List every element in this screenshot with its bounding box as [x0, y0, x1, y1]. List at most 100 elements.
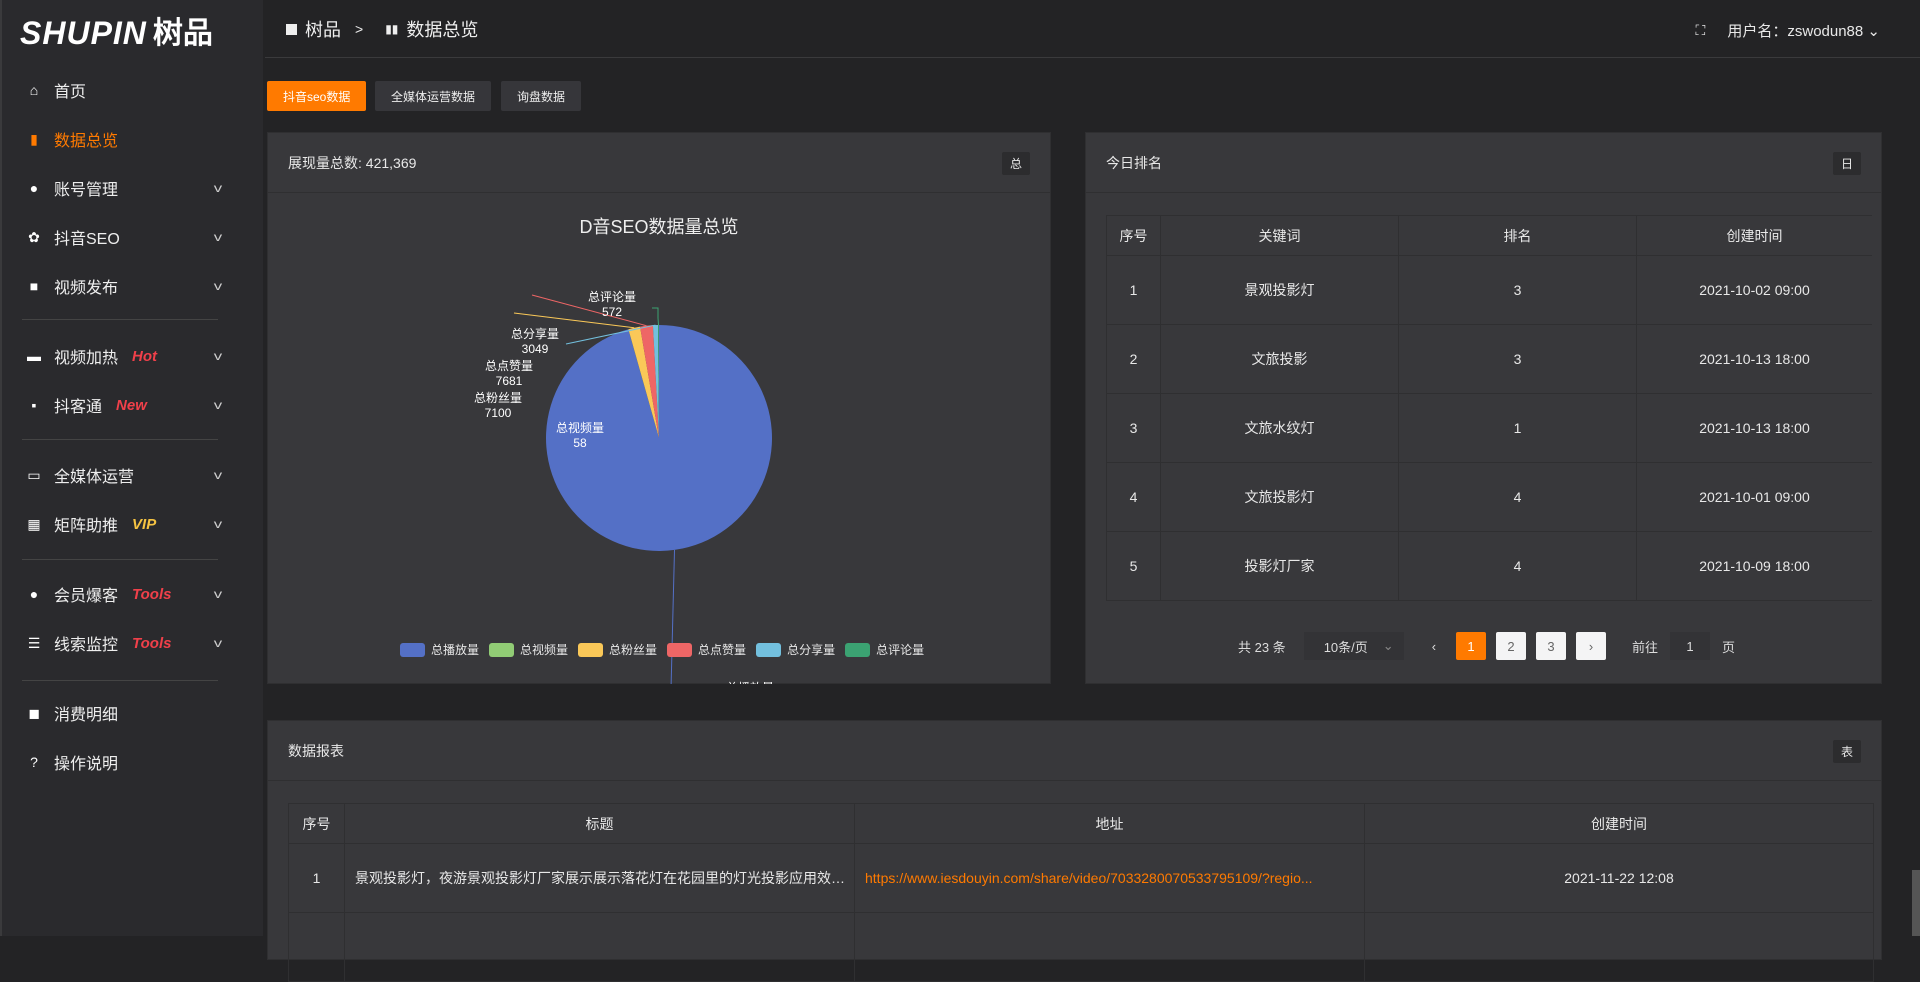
sidebar-item-3[interactable]: ✿ 抖音SEO v	[2, 215, 265, 259]
chevron-down-icon: v	[213, 181, 223, 195]
page-3[interactable]: 3	[1536, 632, 1567, 660]
slice-label: 总视频量	[556, 420, 604, 435]
chart-icon	[286, 23, 297, 35]
user-icon: ●	[29, 180, 39, 196]
chat-icon: ▪	[31, 397, 37, 413]
page-unit: 页	[1722, 639, 1736, 655]
sidebar-item-12[interactable]: ? 操作说明	[2, 740, 265, 784]
slice-label: 总点赞量	[485, 359, 533, 373]
table-cell: 2021-10-01 09:00	[1636, 462, 1872, 532]
sidebar-item-7[interactable]: ▭ 全媒体运营 v	[2, 453, 265, 497]
table-cell: 2021-11-22 12:08	[1364, 843, 1874, 913]
sidebar-item-0[interactable]: ⌂ 首页	[2, 68, 265, 112]
tag-button[interactable]: 总	[1001, 152, 1030, 175]
chevron-down-icon: ⌄	[1382, 638, 1394, 653]
sidebar-badge: VIP	[132, 515, 157, 533]
column-header: 序号	[1106, 215, 1161, 256]
tab-all-media[interactable]: 全媒体运营数据	[375, 81, 492, 111]
goto-label: 前往	[1632, 639, 1659, 655]
sidebar-item-11[interactable]: ◼ 消费明细	[2, 691, 265, 735]
tag-button[interactable]: 表	[1832, 740, 1861, 763]
table-row: 1 景观投影灯 3 2021-10-02 09:00	[1106, 255, 1872, 325]
sidebar-item-label: 抖客通	[54, 399, 103, 416]
logo[interactable]: SHUPIN 树品	[20, 12, 213, 52]
sidebar-item-label: 会员爆客	[54, 588, 119, 605]
sidebar-item-4[interactable]: ■ 视频发布 v	[2, 264, 265, 308]
table-cell[interactable]: https://www.iesdouyin.com/share/video/70…	[854, 843, 1365, 913]
page-2[interactable]: 2	[1496, 632, 1527, 660]
legend-swatch	[845, 642, 871, 657]
label-line	[652, 307, 660, 326]
pie-chart: D音SEO数据量总览 总播放量402909总视频量58总粉丝量7100总点赞量7…	[474, 217, 774, 684]
crumb-home[interactable]: 树品	[305, 20, 341, 40]
sidebar-item-10[interactable]: ☰ 线索监控 Tools v	[2, 621, 265, 665]
page-size-select[interactable]: 10条/页 ⌄	[1303, 632, 1404, 660]
legend-item[interactable]: 总播放量	[400, 641, 479, 658]
sidebar-item-5[interactable]: ▬ 视频加热 Hot v	[2, 334, 265, 378]
ranking-card: 今日排名日 序号 关键词 排名 创建时间 1 景观投影灯 3 2021-10-02 09:00…	[1085, 132, 1882, 684]
prev-page-icon[interactable]: ‹	[1431, 638, 1437, 654]
legend-item[interactable]: 总分享量	[756, 641, 835, 658]
table-cell: 2	[1106, 324, 1161, 394]
table-row: 3 文旅水纹灯 1 2021-10-13 18:00	[1106, 393, 1872, 463]
user-menu[interactable]: 用户名：zswodun88 ⌄	[1727, 20, 1880, 41]
table-cell: 3	[1398, 255, 1637, 325]
table-cell: 2021-10-13 18:00	[1636, 393, 1872, 463]
username: 用户名：zswodun88	[1727, 23, 1864, 40]
sidebar-item-2[interactable]: ● 账号管理 v	[2, 166, 265, 210]
chevron-down-icon: v	[213, 587, 223, 601]
legend-swatch	[756, 642, 782, 657]
user-icon: ●	[29, 586, 39, 602]
chevron-down-icon: v	[213, 398, 223, 412]
tab-douyin-seo[interactable]: 抖音seo数据	[267, 81, 367, 111]
sidebar-item-label: 账号管理	[54, 182, 119, 199]
legend-label: 总视频量	[520, 643, 569, 657]
bar-chart-icon: ▮▮	[385, 22, 399, 36]
logo-text: SHUPIN	[20, 15, 147, 51]
table-cell: 2021-10-02 09:00	[1636, 255, 1872, 325]
slice-label: 7681	[496, 374, 523, 388]
label-line	[670, 549, 676, 684]
sidebar-item-label: 视频发布	[54, 280, 119, 297]
legend-item[interactable]: 总粉丝量	[578, 641, 657, 658]
pie-slice[interactable]	[545, 325, 772, 551]
chevron-down-icon: v	[213, 517, 223, 531]
legend-swatch	[489, 642, 515, 657]
sidebar-item-1[interactable]: ▮ 数据总览	[2, 117, 265, 161]
next-page-button[interactable]: ›	[1576, 632, 1607, 660]
legend-item[interactable]: 总视频量	[489, 641, 568, 658]
sidebar-item-6[interactable]: ▪ 抖客通 New v	[2, 383, 265, 427]
table-cell: 1	[288, 843, 345, 913]
pie-slice[interactable]	[628, 326, 659, 438]
monitor-icon: ▭	[27, 466, 41, 483]
report-card: 数据报表表 序号 标题 地址 创建时间 1 景观投影灯，夜游景观投影灯厂家展示展示落花灯在…	[267, 720, 1882, 982]
goto-page-input[interactable]: 1	[1670, 632, 1711, 660]
sidebar-item-label: 数据总览	[54, 133, 119, 150]
table-cell: 文旅投影	[1160, 324, 1399, 394]
sidebar-item-9[interactable]: ● 会员爆客 Tools v	[2, 572, 265, 616]
scrollbar[interactable]	[1912, 870, 1920, 936]
divider	[22, 439, 218, 440]
sidebar-item-8[interactable]: ▦ 矩阵助推 VIP v	[2, 502, 265, 546]
tag-button[interactable]: 日	[1832, 152, 1861, 175]
sidebar-item-label: 矩阵助推	[54, 518, 119, 535]
pie-slice[interactable]	[640, 325, 659, 438]
table-cell: 4	[1106, 462, 1161, 532]
report-table: 序号 标题 地址 创建时间 1 景观投影灯，夜游景观投影灯厂家展示展示落花灯在花园里的灯光…	[288, 803, 1874, 982]
card-title: 展现量总数: 421,369	[288, 154, 417, 171]
chevron-down-icon: v	[213, 349, 223, 363]
sidebar-item-label: 全媒体运营	[54, 469, 135, 486]
chart-legend: 总播放量 总视频量 总粉丝量 总点赞量 总分享量 总评论量	[400, 641, 924, 658]
fullscreen-icon[interactable]: ⛶	[1695, 22, 1706, 38]
column-header: 关键词	[1160, 215, 1399, 256]
pie-slice[interactable]	[652, 325, 659, 438]
page-1[interactable]: 1	[1456, 632, 1487, 660]
pie-slice[interactable]	[628, 329, 659, 438]
sliders-icon: ☰	[27, 634, 41, 651]
legend-label: 总点赞量	[698, 643, 747, 657]
sidebar-item-label: 首页	[54, 84, 87, 101]
tab-inquiry[interactable]: 询盘数据	[501, 81, 582, 111]
legend-item[interactable]: 总点赞量	[667, 641, 746, 658]
slice-label: 总粉丝量	[474, 391, 522, 405]
legend-item[interactable]: 总评论量	[845, 641, 924, 658]
